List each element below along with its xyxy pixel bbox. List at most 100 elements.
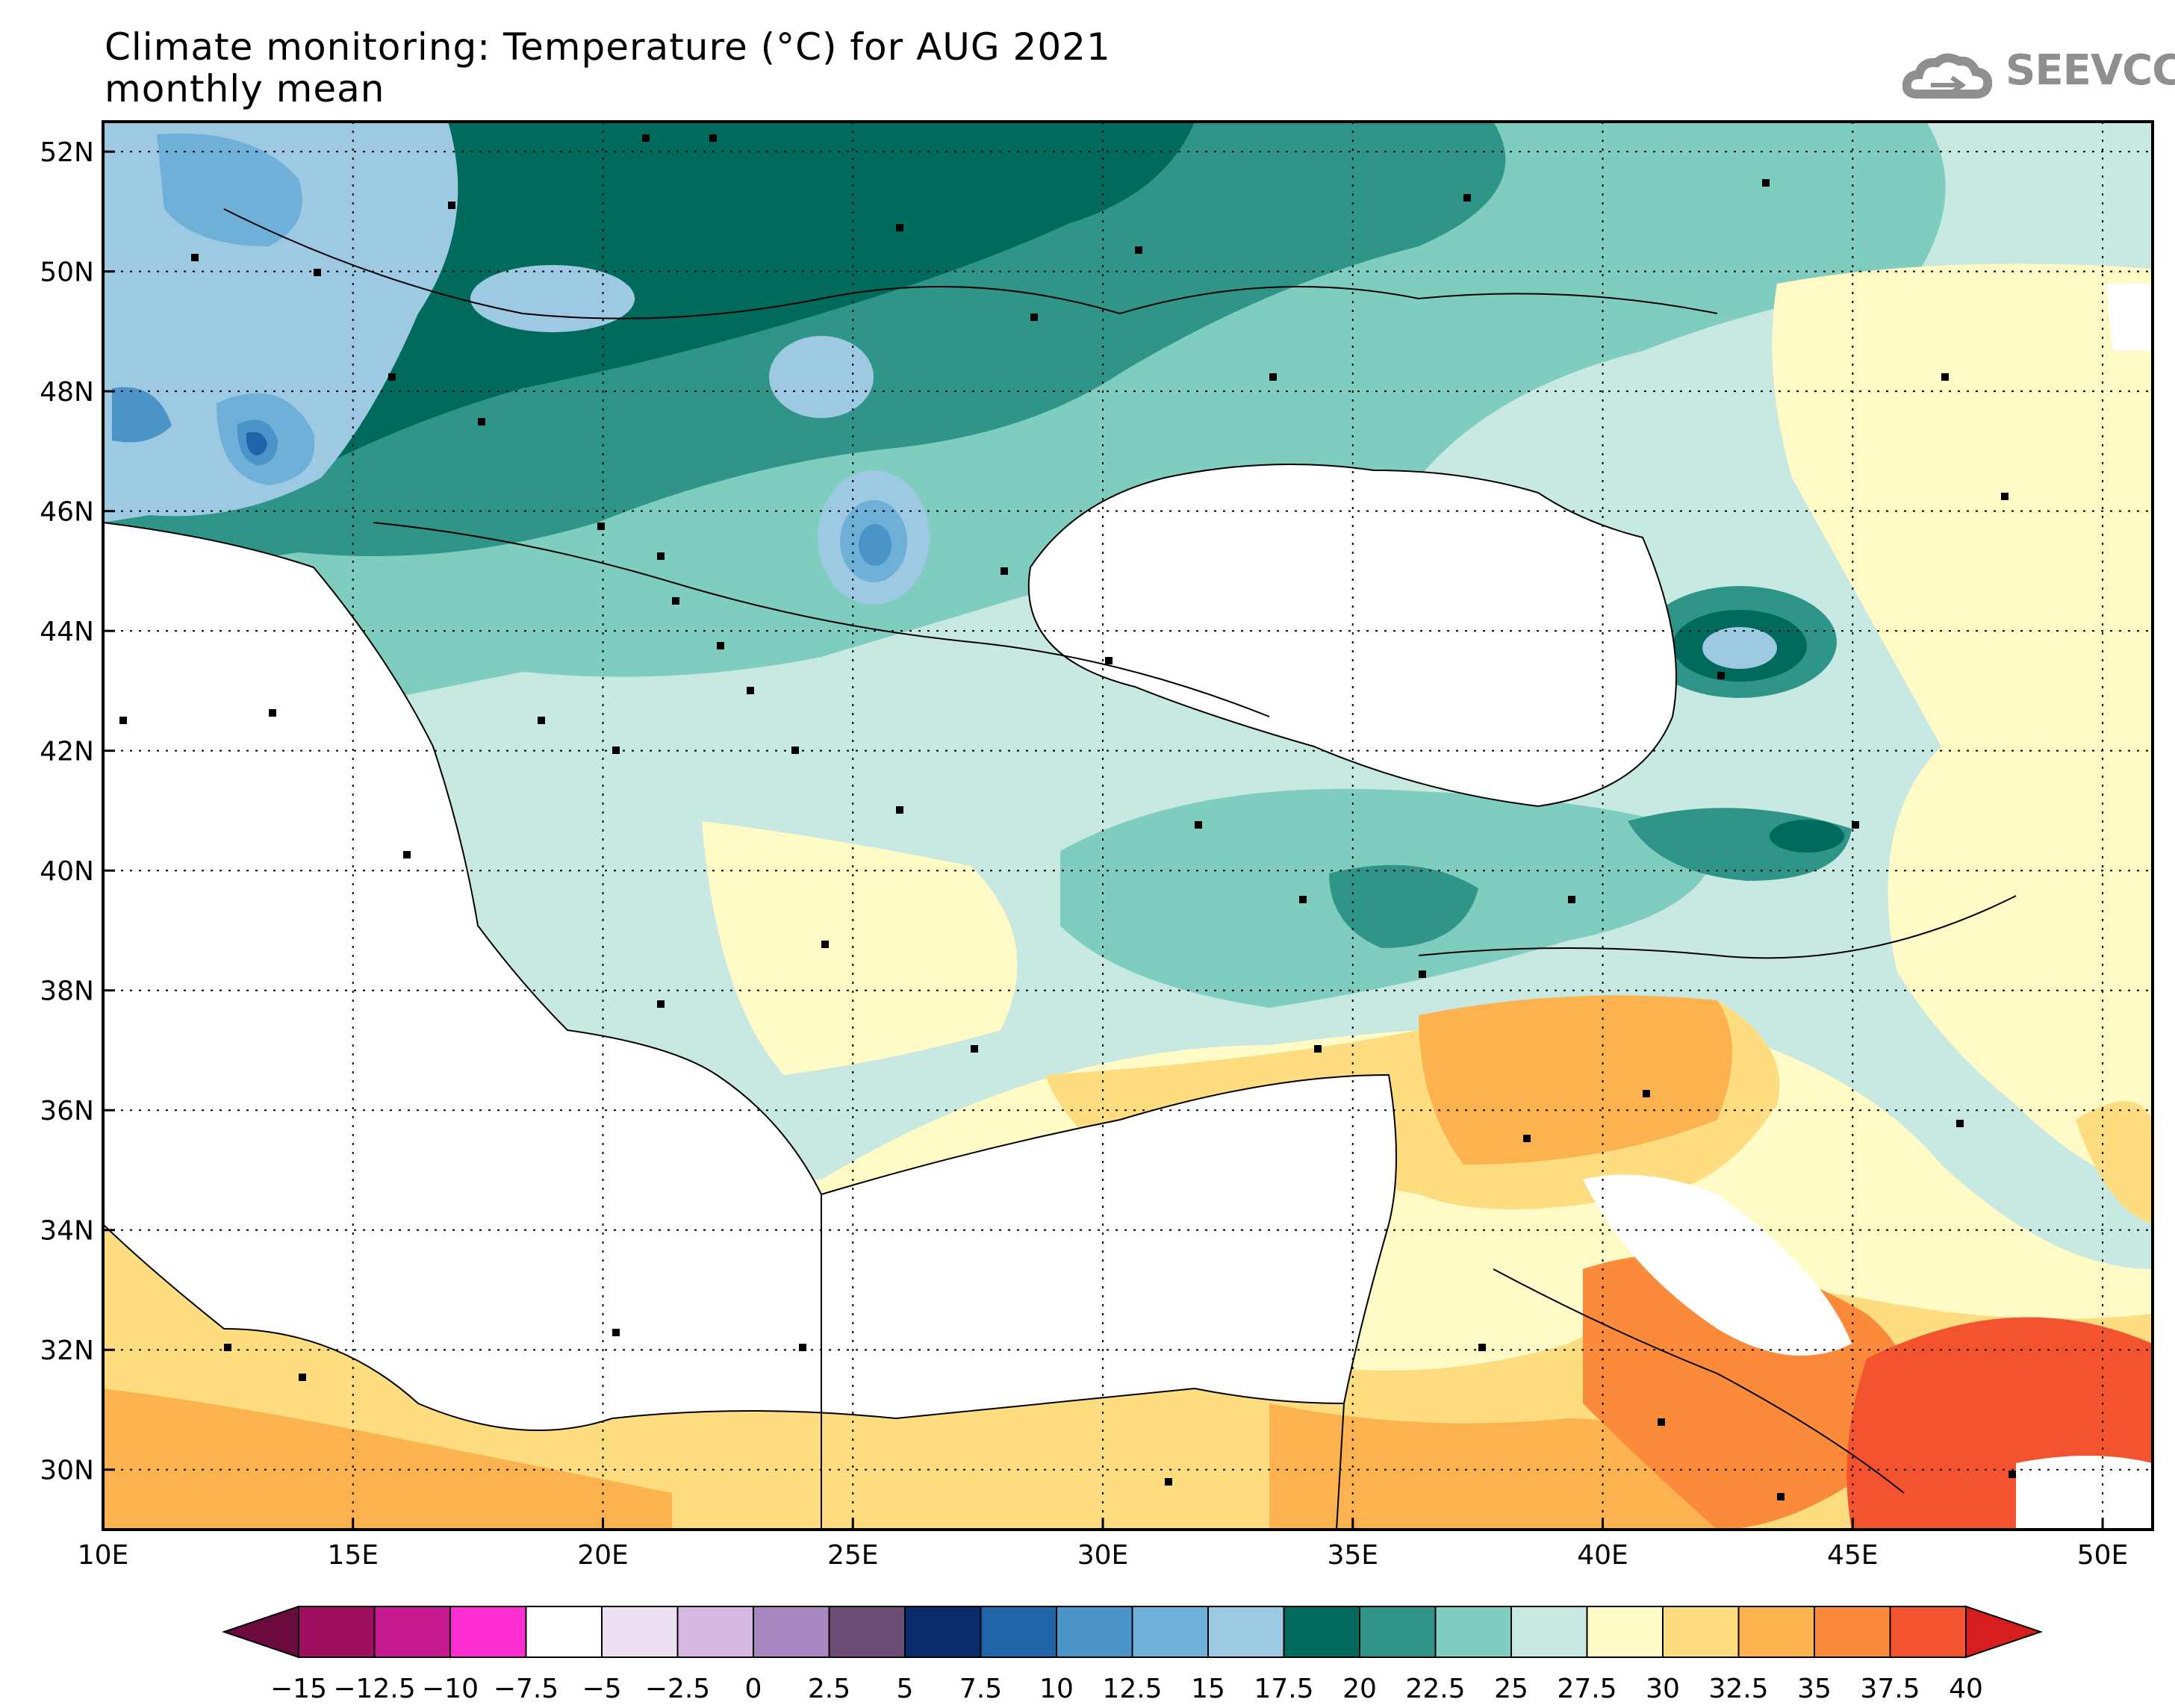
lat-tick-label: 36N [40,1096,94,1126]
colorbar-swatch [373,1606,451,1658]
lat-tick-label: 32N [40,1335,94,1366]
colorbar-swatch [980,1606,1057,1658]
zone-jordan-35 [1269,1403,1717,1530]
lat-tick-label: 50N [40,258,94,288]
colorbar-label: 0 [745,1674,762,1704]
colorbar-swatch [1737,1606,1815,1658]
logo-text: SEEVCCC [2006,46,2175,95]
colorbar-swatch [449,1606,527,1658]
lat-tick-label: 44N [40,617,94,647]
zone-libya-35 [103,1388,672,1530]
zone-10 [246,431,267,455]
colorbar-label: −15 [270,1674,327,1704]
zone-poland-17-5 [470,265,635,332]
colorbar-swatch [1056,1606,1133,1658]
map-grid [102,122,2153,1530]
colorbar-swatch [1283,1606,1360,1658]
station-markers [119,134,2016,1500]
colorbar-label: 10 [1039,1674,1074,1704]
lat-tick-label: 52N [40,137,94,168]
colorbar-swatch [1814,1606,1891,1658]
lat-tick-label: 40N [40,856,94,887]
longitude-labels: 10E 15E 20E 25E 30E 35E 40E 45E 50E [78,1540,2129,1571]
colorbar-label: 15 [1191,1674,1225,1704]
colorbar-label: 37.5 [1860,1674,1920,1704]
caspian-mask [2106,284,2153,351]
colorbar [221,1605,2044,1659]
colorbar-label: −2.5 [645,1674,710,1704]
colorbar-label: −5 [582,1674,621,1704]
lat-tick-label: 30N [40,1456,94,1486]
zone-15-a [157,133,302,246]
colorbar-swatch [676,1606,754,1658]
zone-east-32-5 [2076,1101,2153,1224]
zone-anatolia-22-5 [1329,864,1478,948]
colorbar-swatch [1510,1606,1588,1658]
colorbar-label: 22.5 [1405,1674,1465,1704]
colorbar-label: 27.5 [1557,1674,1617,1704]
gulf-mask [2016,1456,2153,1530]
colorbar-swatch [298,1606,376,1658]
colorbar-swatch [1434,1606,1512,1658]
colorbar-swatch [1662,1606,1740,1658]
lon-tick-label: 35E [1327,1540,1378,1571]
zone-north-17-5 [769,336,874,418]
lon-tick-label: 25E [827,1540,879,1571]
colorbar-label: 25 [1494,1674,1528,1704]
colorbar-label: −12.5 [333,1674,415,1704]
chart-subtitle: monthly mean [105,67,385,110]
latitude-labels: 30N 32N 34N 36N 38N 40N 42N 44N 46N 48N 50N 52N [40,137,94,1486]
colorbar-swatch [1889,1606,1967,1658]
chart-title: Climate monitoring: Temperature (°C) for… [105,25,1111,69]
colorbar-swatch [601,1606,679,1658]
colorbar-labels: −15 −12.5 −10 −7.5 −5 −2.5 0 2.5 5 7.5 10 12.5 15 17.… [270,1674,1983,1704]
zone-armenia-20 [1770,820,1844,853]
colorbar-swatch [1359,1606,1437,1658]
colorbar-over-arrow [1965,1605,2044,1659]
lon-tick-label: 20E [577,1540,629,1571]
lon-tick-label: 10E [78,1540,129,1571]
cloud-icon [1902,53,1993,99]
lon-tick-label: 40E [1577,1540,1628,1571]
coastlines [103,208,2017,1530]
lat-tick-label: 42N [40,737,94,767]
colorbar-swatch [525,1606,603,1658]
zone-caucasus-17-5 [1702,627,1777,669]
zone-carpathian-12-5 [859,524,892,566]
lat-tick-label: 48N [40,377,94,408]
colorbar-label: 40 [1949,1674,1983,1704]
lat-tick-label: 46N [40,497,94,528]
black-sea-mask [1028,464,1676,806]
colorbar-swatch [1207,1606,1285,1658]
colorbar-label: 20 [1342,1674,1377,1704]
colorbar-label: 5 [897,1674,914,1704]
zone-east-30 [1772,264,2153,1194]
colorbar-label: 35 [1797,1674,1832,1704]
colorbar-label: 12.5 [1102,1674,1162,1704]
colorbar-label: 2.5 [808,1674,850,1704]
lon-tick-label: 50E [2077,1540,2129,1571]
lat-tick-label: 38N [40,976,94,1007]
colorbar-swatch [1586,1606,1664,1658]
desert-mask [1583,1174,1852,1356]
lon-tick-label: 45E [1827,1540,1879,1571]
colorbar-label: −10 [422,1674,479,1704]
map-field [103,122,2153,1530]
zone-syria-35 [1419,995,1732,1165]
zone-12-5-b [112,387,172,443]
colorbar-label: 30 [1646,1674,1680,1704]
colorbar-under-arrow [221,1605,299,1659]
zone-20 [323,122,1195,463]
colorbar-label: 32.5 [1708,1674,1768,1704]
colorbar-swatch [753,1606,830,1658]
lat-tick-label: 34N [40,1216,94,1247]
colorbar-label: −7.5 [494,1674,558,1704]
colorbar-label: 17.5 [1254,1674,1313,1704]
zone-greece-30 [702,821,1018,1075]
map-frame [102,120,2154,1531]
colorbar-swatch [1131,1606,1209,1658]
lon-tick-label: 30E [1077,1540,1129,1571]
colorbar-swatch [904,1606,982,1658]
colorbar-label: 7.5 [959,1674,1002,1704]
